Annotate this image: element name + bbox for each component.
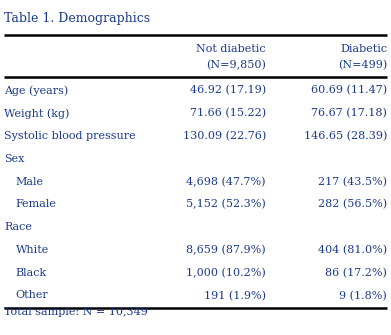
- Text: Other: Other: [16, 290, 48, 300]
- Text: 130.09 (22.76): 130.09 (22.76): [183, 131, 266, 141]
- Text: Systolic blood pressure: Systolic blood pressure: [4, 131, 136, 141]
- Text: 146.65 (28.39): 146.65 (28.39): [304, 131, 387, 141]
- Text: White: White: [16, 245, 49, 255]
- Text: 9 (1.8%): 9 (1.8%): [339, 290, 387, 301]
- Text: Diabetic: Diabetic: [340, 44, 387, 54]
- Text: Total sample: N = 10,349: Total sample: N = 10,349: [4, 307, 148, 317]
- Text: 60.69 (11.47): 60.69 (11.47): [311, 85, 387, 96]
- Text: 8,659 (87.9%): 8,659 (87.9%): [186, 245, 266, 255]
- Text: 4,698 (47.7%): 4,698 (47.7%): [187, 177, 266, 187]
- Text: Weight (kg): Weight (kg): [4, 108, 69, 119]
- Text: 46.92 (17.19): 46.92 (17.19): [190, 85, 266, 96]
- Text: Table 1. Demographics: Table 1. Demographics: [4, 12, 150, 25]
- Text: Age (years): Age (years): [4, 85, 68, 96]
- Text: 5,152 (52.3%): 5,152 (52.3%): [186, 199, 266, 210]
- Text: Not diabetic: Not diabetic: [196, 44, 266, 54]
- Text: 217 (43.5%): 217 (43.5%): [318, 177, 387, 187]
- Text: (N=9,850): (N=9,850): [206, 60, 266, 71]
- Text: Female: Female: [16, 199, 57, 209]
- Text: Sex: Sex: [4, 154, 24, 164]
- Text: Race: Race: [4, 222, 32, 232]
- Text: 76.67 (17.18): 76.67 (17.18): [311, 108, 387, 119]
- Text: 86 (17.2%): 86 (17.2%): [325, 268, 387, 278]
- Text: 282 (56.5%): 282 (56.5%): [318, 199, 387, 210]
- Text: Black: Black: [16, 268, 47, 278]
- Text: 1,000 (10.2%): 1,000 (10.2%): [186, 268, 266, 278]
- Text: 71.66 (15.22): 71.66 (15.22): [190, 108, 266, 119]
- Text: (N=499): (N=499): [338, 60, 387, 71]
- Text: 191 (1.9%): 191 (1.9%): [204, 290, 266, 301]
- Text: 404 (81.0%): 404 (81.0%): [318, 245, 387, 255]
- Text: Male: Male: [16, 177, 44, 187]
